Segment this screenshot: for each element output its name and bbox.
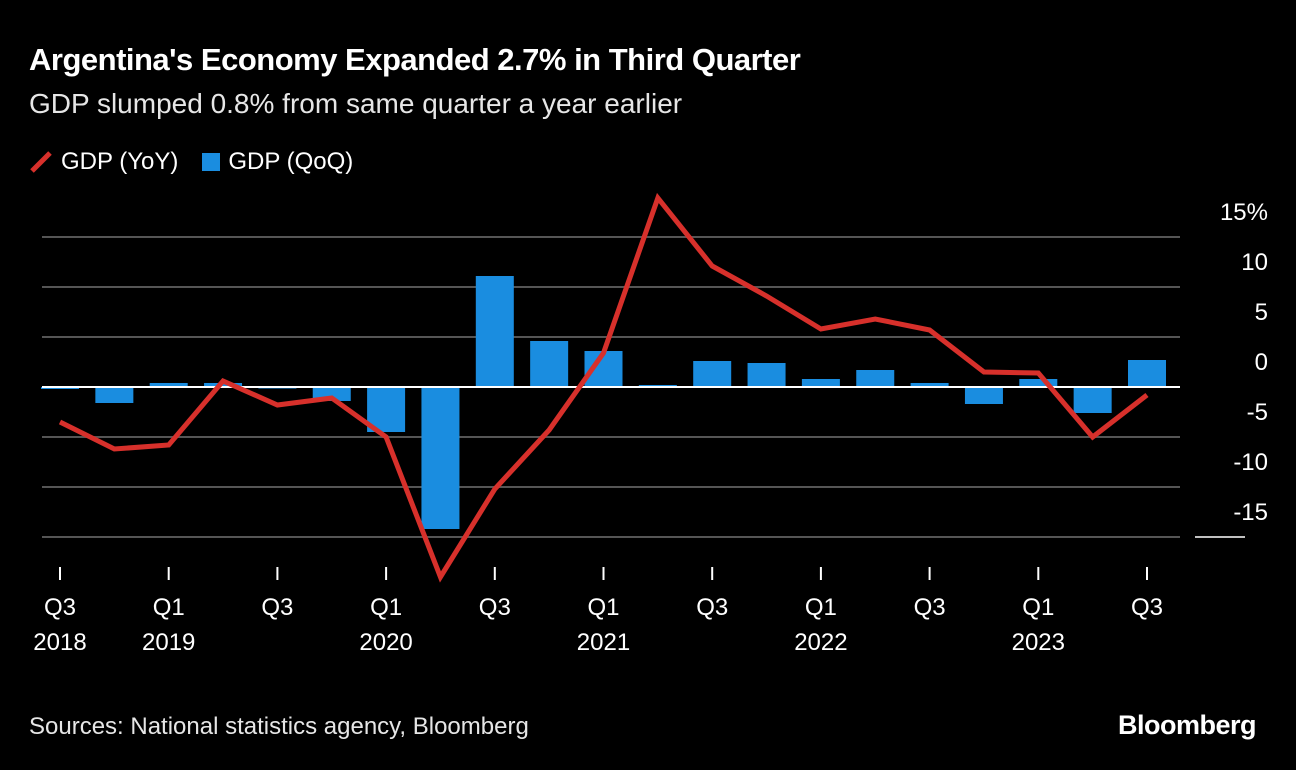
x-tick-year: 2018 — [33, 629, 86, 656]
x-tick-label: Q3 — [914, 594, 946, 621]
bar-swatch-icon — [202, 153, 221, 171]
x-tick-label: Q1 — [153, 594, 185, 621]
bar-qoq — [149, 383, 188, 387]
chart-subtitle: GDP slumped 0.8% from same quarter a yea… — [29, 88, 683, 119]
y-tick-label: -10 — [1233, 449, 1268, 476]
x-tick-label: Q3 — [1131, 594, 1163, 621]
legend-label-yoy: GDP (YoY) — [61, 148, 179, 175]
bar-qoq — [367, 387, 406, 432]
bar-qoq — [475, 276, 514, 387]
y-tick-label: -5 — [1247, 399, 1268, 426]
bar-qoq — [530, 341, 569, 387]
bar-qoq — [204, 383, 243, 387]
legend-item-yoy: GDP (YoY) — [29, 148, 178, 176]
bar-qoq — [421, 387, 460, 529]
x-tick-year: 2023 — [1012, 629, 1065, 656]
bar-qoq — [856, 370, 895, 387]
x-tick-label: Q3 — [479, 594, 511, 621]
bar-qoq — [964, 387, 1003, 404]
x-tick-label: Q3 — [44, 594, 76, 621]
bloomberg-logo: Bloomberg — [1117, 710, 1257, 740]
y-tick-label: 15% — [1220, 199, 1268, 226]
bar-qoq — [95, 387, 134, 403]
legend-item-qoq: GDP (QoQ) — [202, 148, 353, 176]
y-tick-label: -15 — [1233, 499, 1268, 526]
x-tick-year: 2020 — [359, 629, 412, 656]
x-tick-label: Q1 — [370, 594, 402, 621]
x-tick-year: 2019 — [142, 629, 195, 656]
x-tick-label: Q3 — [261, 594, 293, 621]
x-tick-label: Q1 — [1022, 594, 1054, 621]
bar-qoq — [910, 383, 949, 387]
bar-qoq — [1019, 379, 1058, 387]
legend: GDP (YoY) GDP (QoQ) — [29, 148, 367, 176]
x-tick-year: 2022 — [794, 629, 847, 656]
bar-qoq — [747, 363, 786, 387]
chart-title: Argentina's Economy Expanded 2.7% in Thi… — [29, 42, 801, 77]
y-tick-label: 10 — [1241, 249, 1268, 276]
x-tick-label: Q1 — [587, 594, 619, 621]
line-swatch-icon — [30, 151, 52, 173]
x-tick-label: Q1 — [805, 594, 837, 621]
y-tick-label: 0 — [1255, 349, 1268, 376]
bar-qoq — [693, 361, 732, 387]
source-note: Sources: National statistics agency, Blo… — [29, 713, 529, 740]
y-tick-label: 5 — [1255, 299, 1268, 326]
bar-qoq — [1128, 360, 1166, 387]
legend-label-qoq: GDP (QoQ) — [228, 148, 354, 175]
bar-qoq — [1073, 387, 1112, 413]
x-tick-year: 2021 — [577, 629, 630, 656]
line-yoy — [58, 192, 1149, 583]
bar-qoq — [801, 379, 840, 387]
x-tick-label: Q3 — [696, 594, 728, 621]
